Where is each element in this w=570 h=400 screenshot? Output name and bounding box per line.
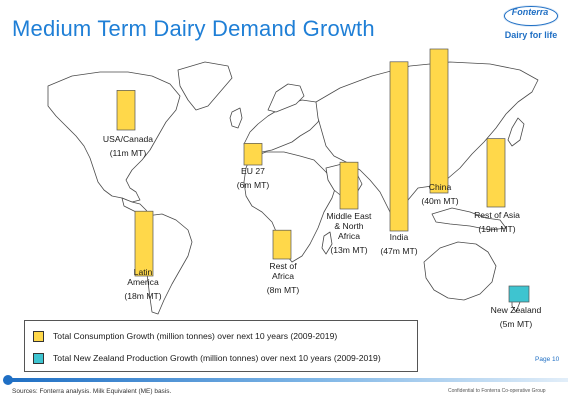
bar-middle-east-north-africa [339, 161, 359, 210]
label-eu-27: EU 27 (6m MT) [237, 166, 270, 190]
fonterra-logo: Fonterra Dairy for life [498, 4, 564, 48]
madagascar-shape [321, 231, 333, 255]
label-rest-of-asia: Rest of Asia (19m MT) [474, 210, 520, 234]
australia-shape [423, 241, 497, 301]
label-rest-of-africa: Rest of Africa (8m MT) [267, 261, 300, 295]
page-number: Page 10 [535, 356, 560, 363]
legend-entry-nz-production: Total New Zealand Production Growth (mil… [33, 351, 381, 365]
legend-entry-consumption: Total Consumption Growth (million tonnes… [33, 329, 337, 343]
label-usa-canada: USA/Canada (11m MT) [103, 134, 153, 158]
north-america-shape [47, 71, 181, 203]
bar-china [429, 48, 449, 194]
label-middle-east-north-africa: Middle East & North Africa (13m MT) [327, 211, 373, 255]
africa-shape [243, 151, 337, 263]
japan-shape [507, 117, 525, 147]
label-latin-america: Latin America (18m MT) [124, 267, 161, 301]
southeast-asia-islands-shape [431, 207, 507, 231]
sources-note: Sources: Fonterra analysis. Milk Equival… [12, 388, 172, 395]
legend-swatch-nz-production [33, 352, 44, 364]
legend-label-nz-production: Total New Zealand Production Growth (mil… [53, 353, 381, 363]
bar-latin-america [134, 210, 154, 277]
legend-swatch-consumption [33, 330, 44, 342]
bars-layer [116, 48, 530, 303]
greenland-shape [177, 61, 233, 111]
logo-oval-icon [504, 6, 558, 26]
labels-layer: USA/Canada (11m MT) EU 27 (6m MT) Middle Eas… [103, 134, 542, 329]
bar-eu-27 [243, 143, 263, 166]
logo-tagline: Dairy for life [504, 30, 558, 40]
label-china: China (40m MT) [421, 182, 458, 206]
scandinavia-shape [267, 83, 305, 113]
chart-legend: Total Consumption Growth (million tonnes… [24, 320, 418, 372]
bar-usa-canada [116, 90, 136, 131]
footer-bar [3, 375, 568, 385]
label-india: India (47m MT) [380, 232, 417, 256]
bar-new-zealand [508, 285, 530, 303]
bar-rest-of-asia [486, 138, 506, 208]
legend-label-consumption: Total Consumption Growth (million tonnes… [53, 331, 338, 341]
world-map [47, 61, 539, 315]
logo-wordmark: Fonterra [511, 7, 549, 17]
uk-shape [229, 107, 243, 129]
slide-title: Medium Term Dairy Demand Growth [12, 16, 375, 41]
bar-rest-of-africa [272, 229, 292, 260]
label-new-zealand: New Zealand (5m MT) [491, 305, 542, 329]
confidential-note: Confidential to Fonterra Co-operative Gr… [448, 388, 546, 394]
bar-india [389, 61, 409, 232]
